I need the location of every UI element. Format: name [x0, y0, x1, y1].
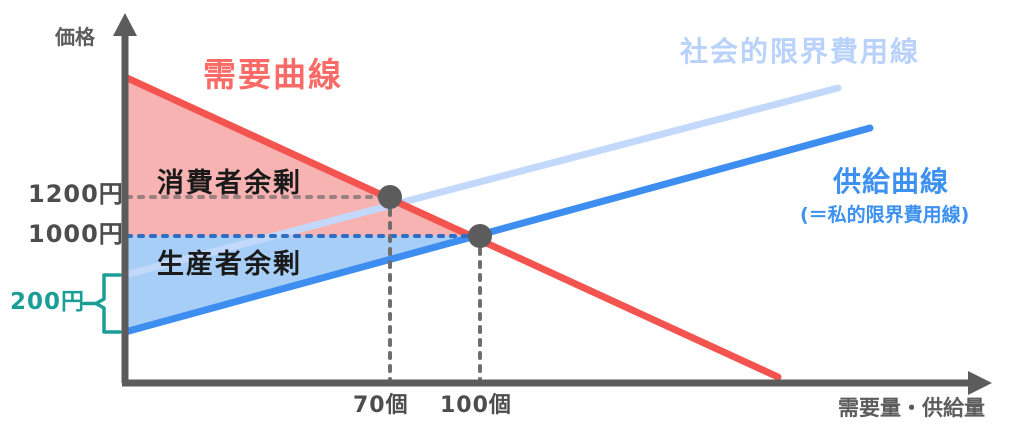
y-axis-arrow-icon [113, 13, 137, 36]
y-tick-1000: 1000円 [28, 220, 124, 248]
social-marginal-cost-curve [121, 84, 842, 279]
demand-curve-label: 需要曲線 [203, 55, 343, 94]
demand-curve [121, 73, 782, 381]
consumer-surplus-label: 消費者余剰 [157, 168, 302, 199]
marker-market-equilibrium [468, 224, 492, 248]
x-tick-70: 70個 [353, 393, 409, 418]
supply-curve-sublabel: (＝私的限界費用線) [800, 204, 970, 226]
x-tick-100: 100個 [440, 393, 512, 418]
y-tick-1200: 1200円 [28, 180, 124, 208]
y-axis-title: 価格 [55, 25, 95, 49]
supply-curve-label: 供給曲線 [833, 165, 950, 198]
x-axis-arrow-icon [968, 371, 992, 395]
x-axis-title: 需要量・供給量 [838, 396, 985, 420]
supply-curve [121, 124, 874, 336]
social-marginal-cost-curve-label: 社会的限界費用線 [680, 35, 921, 68]
marker-smc-demand-intersection [378, 185, 402, 209]
producer-surplus-label: 生産者余剰 [157, 249, 302, 280]
external-cost-amount-label: 200円 [10, 289, 86, 315]
external-cost-brace [94, 273, 122, 334]
